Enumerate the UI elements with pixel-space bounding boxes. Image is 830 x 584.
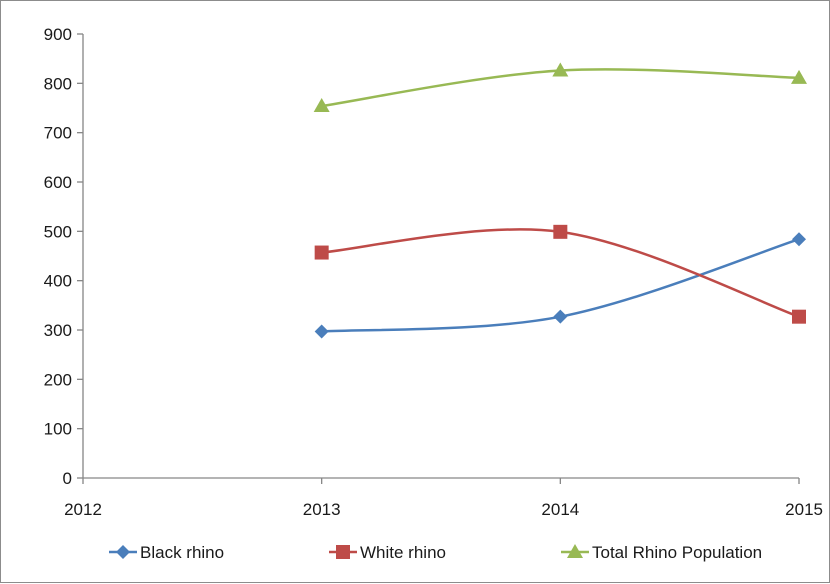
- series-white-rhino: [314, 224, 806, 324]
- legend-entry-black-rhino: Black rhino: [109, 543, 224, 562]
- y-tick-label: 400: [44, 272, 72, 291]
- legend-marker-total-rhino-population: [567, 544, 583, 558]
- plot-area: [313, 62, 807, 339]
- data-point-black-rhino: [553, 309, 568, 324]
- data-point-total-rhino-population: [313, 98, 330, 113]
- y-tick-label: 0: [63, 469, 72, 488]
- legend: Black rhino White rhino Total Rhino Popula…: [109, 543, 762, 562]
- series-total-rhino-population: [313, 62, 807, 113]
- data-point-white-rhino: [792, 309, 806, 324]
- x-tick-label: 2015: [785, 500, 823, 519]
- legend-label: White rhino: [360, 543, 446, 562]
- y-tick-label: 700: [44, 124, 72, 143]
- legend-entry-total-rhino-population: Total Rhino Population: [561, 543, 762, 562]
- legend-label: Black rhino: [140, 543, 224, 562]
- y-tick-label: 200: [44, 370, 72, 389]
- x-tick-label: 2012: [64, 500, 102, 519]
- legend-marker-white-rhino: [336, 545, 350, 559]
- series-black-rhino: [314, 232, 806, 339]
- series-line-white-rhino: [321, 228, 800, 318]
- legend-entry-white-rhino: White rhino: [329, 543, 446, 562]
- y-axis: 0 100 200 300 400 500 600 700 800 900: [44, 25, 84, 488]
- y-tick-label: 900: [44, 25, 72, 44]
- data-point-black-rhino: [792, 232, 806, 247]
- y-tick-label: 800: [44, 74, 72, 93]
- data-point-white-rhino: [553, 224, 568, 239]
- data-point-black-rhino: [314, 324, 329, 339]
- data-point-total-rhino-population: [552, 62, 569, 77]
- data-point-total-rhino-population: [791, 69, 807, 84]
- data-point-white-rhino: [314, 245, 329, 260]
- legend-label: Total Rhino Population: [592, 543, 762, 562]
- y-tick-label: 600: [44, 173, 72, 192]
- x-tick-label: 2013: [303, 500, 341, 519]
- x-tick-label: 2014: [541, 500, 579, 519]
- y-tick-label: 300: [44, 321, 72, 340]
- y-tick-label: 100: [44, 420, 72, 439]
- legend-marker-black-rhino: [116, 545, 130, 559]
- y-tick-label: 500: [44, 222, 72, 241]
- x-axis: 2012 2013 2014 2015: [64, 477, 823, 519]
